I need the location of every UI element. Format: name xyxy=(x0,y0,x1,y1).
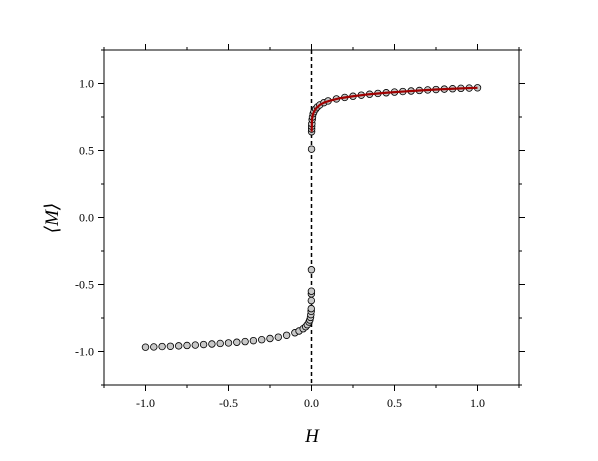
fit-curve xyxy=(310,86,478,132)
data-point xyxy=(141,343,150,351)
data-point xyxy=(249,336,258,345)
data-point xyxy=(166,342,175,350)
data-point xyxy=(307,304,315,313)
data-point xyxy=(183,341,191,350)
data-point xyxy=(274,333,282,341)
y-axis-label: ⟨M⟩ xyxy=(42,203,63,234)
data-point xyxy=(191,341,199,349)
y-tick-label: 0.0 xyxy=(79,211,94,225)
data-point xyxy=(266,334,274,343)
x-tick-label: -1.0 xyxy=(136,396,155,410)
data-point xyxy=(282,331,291,339)
y-tick-label: -1.0 xyxy=(75,345,94,359)
x-tick-label: -0.5 xyxy=(219,396,238,410)
data-point xyxy=(224,339,233,347)
data-point xyxy=(258,336,266,344)
axis-tick-labels: -1.0 -0.5 0.0 0.5 1.0 -1.0 -0.5 0.0 0.5 1.0 xyxy=(75,77,485,411)
data-point xyxy=(241,337,249,346)
y-tick-label: 0.5 xyxy=(79,144,94,158)
y-tick-label: 1.0 xyxy=(79,77,94,91)
data-point xyxy=(307,296,316,305)
axis-ticks xyxy=(98,44,525,391)
x-tick-label: 0.0 xyxy=(304,396,319,410)
x-axis-label: H xyxy=(304,426,320,447)
x-tick-label: 1.0 xyxy=(470,396,485,410)
y-tick-label: -0.5 xyxy=(75,278,94,292)
data-point xyxy=(307,287,316,295)
data-point xyxy=(199,340,208,349)
data-point xyxy=(233,338,241,346)
data-point xyxy=(174,342,183,350)
data-point xyxy=(307,145,316,153)
data-point xyxy=(150,343,158,351)
data-point xyxy=(208,340,216,348)
data-point xyxy=(307,266,316,274)
x-tick-label: 0.5 xyxy=(387,396,402,410)
data-point xyxy=(216,339,224,348)
data-point xyxy=(158,342,166,351)
